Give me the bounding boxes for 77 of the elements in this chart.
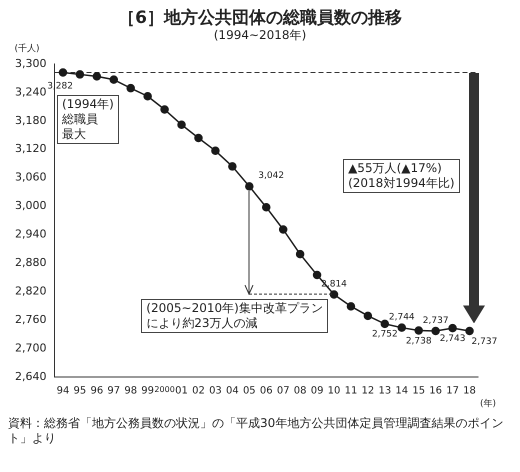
point [346,302,356,311]
x-tick-label: 07 [276,386,290,397]
x-tick-label: 02 [192,386,205,397]
x-tick-label: 16 [429,386,442,397]
point [278,225,288,234]
point [245,182,254,191]
point [380,320,390,328]
point [126,84,135,92]
point [312,270,322,280]
annotation: (2005~2010年)集中改革プランにより約23万人の減 [141,299,328,334]
y-tick-label: 3,000 [14,199,46,212]
x-tick-label: 17 [446,386,459,397]
x-tick-label: 06 [260,386,273,397]
point [431,326,440,336]
y-tick-label: 2,640 [14,370,46,383]
x-tick-label: 12 [362,386,374,397]
point [364,312,372,320]
x-tick-label: 14 [395,386,408,397]
y-tick-label: 2,940 [14,228,46,241]
data-label: 2,738 [406,336,432,346]
y-tick-label: 3,300 [14,56,46,70]
point [160,105,169,114]
point [296,250,304,258]
point [262,202,270,212]
text: 資料：総務省「地方公務員数の状況」の「平成30年地方公共団体定員管理調査結果のポイント」より [8,416,504,446]
x-tick-label: 04 [226,386,239,397]
x-tick-label: 05 [242,386,256,397]
point [143,92,152,100]
point [228,162,237,171]
x-tick-label: 13 [378,386,392,397]
annotation: ▲55万人(▲17%)(2018対1994年比) [343,159,460,193]
point [330,290,338,299]
x-tick-label: 99 [141,386,154,397]
x-tick-label: 01 [175,386,188,397]
x-tick-label: 03 [209,386,222,397]
point [58,68,68,77]
point [194,134,203,142]
x-tick-label: 94 [56,386,70,397]
data-label: 2,743 [440,334,466,344]
point [398,323,406,332]
data-label: 2,737 [422,316,449,326]
y-tick-label: 2,880 [14,256,46,270]
data-label: 3,042 [258,171,284,182]
x-tick-label: 95 [74,386,86,397]
y-tick-label: 2,700 [14,341,46,354]
x-tick-label: 10 [328,386,340,397]
x-tick-label: 96 [90,386,104,397]
y-tick-label: 2,760 [14,312,46,326]
point [465,326,474,336]
y-axis-title: (千人) [14,42,40,55]
y-tick-label: 3,180 [14,114,46,127]
x-axis-title: (年) [480,398,496,410]
y-tick-label: 3,060 [14,170,46,184]
y-tick-label: 2,820 [14,284,46,298]
data-label: 2,752 [372,330,398,340]
point [448,324,457,332]
annotation: (1994年)総職員最大 [56,94,119,144]
x-tick-label: 15 [412,386,426,397]
point [92,72,102,81]
x-tick-label: 2000 [154,384,175,394]
x-tick-label: 09 [310,386,324,397]
y-tick-label: 3,240 [14,85,46,98]
y-tick-label: 3,120 [14,142,46,156]
point [177,120,186,129]
point [76,70,84,79]
chart-subtitle: (1994~2018年) [212,28,308,42]
chart-title: ［6］地方公共団体の総職員数の推移 [117,8,403,28]
point [211,146,220,156]
x-tick-label: 11 [344,386,358,397]
point [110,75,118,84]
x-tick-label: 08 [294,386,306,397]
point [414,326,423,335]
data-label: 2,737 [472,336,498,347]
data-label: 2,744 [388,312,415,323]
x-tick-label: 97 [107,386,120,397]
x-tick-label: 98 [124,386,138,397]
x-tick-label: 18 [463,386,476,397]
